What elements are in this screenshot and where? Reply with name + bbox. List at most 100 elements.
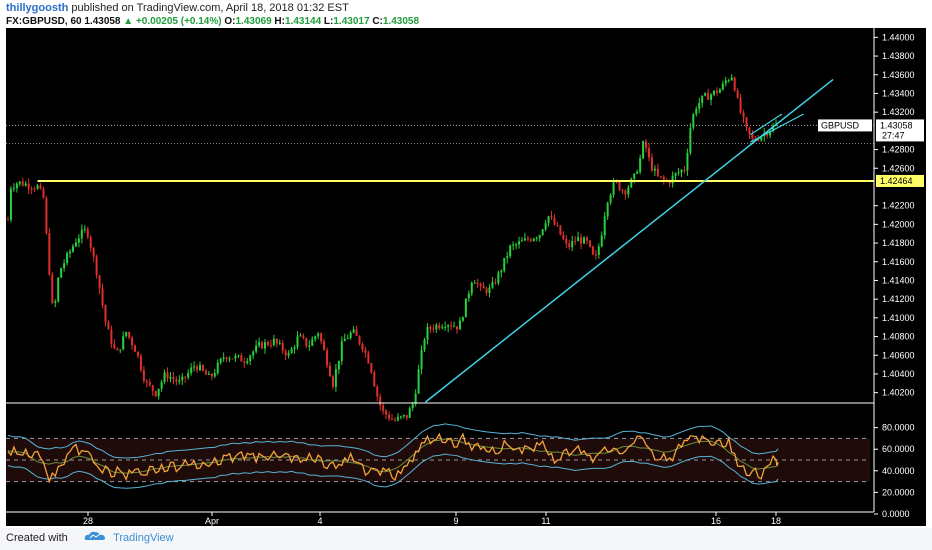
candle-body [139,356,142,371]
price-tick-label: 1.41400 [882,275,915,285]
candle-body [526,238,529,240]
candle [196,364,199,373]
candle [609,193,612,206]
price-tick-label: 1.42200 [882,201,915,211]
candles [7,74,778,422]
candle-body [142,370,145,381]
candle-body [376,386,379,397]
candle-body [261,342,264,349]
candle-body [66,253,69,264]
high-label: H: [274,16,285,27]
candle [583,236,586,244]
candle-body [633,173,636,179]
candle-body [42,188,45,198]
candle [157,388,160,400]
candle [739,93,742,114]
candle [323,338,326,351]
candle [594,250,597,260]
candle-body [231,358,234,360]
candle-body [15,183,18,189]
candle-body [219,358,222,363]
candle [580,233,583,250]
author-name[interactable]: thillygoosth [6,2,69,14]
candle [83,225,86,233]
high-value: 1.43144 [284,16,322,27]
price-tick-label: 1.43600 [882,70,915,80]
symbol-info: FX:GBPUSD, 60 1.43058 [6,16,121,27]
footer: Created with TradingView [0,528,932,550]
candle-body [216,362,219,374]
change-value: ▲ +0.00205 (+0.14%) [123,16,222,27]
candle-body [361,343,364,350]
candle-body [556,224,559,226]
low-value: 1.43017 [333,16,370,27]
candle-body [447,325,450,328]
candle [494,278,497,285]
candle-body [258,342,261,346]
candle-body [337,360,340,370]
candle [331,374,334,390]
candle-body [712,90,715,95]
candle [515,242,518,250]
candle [278,339,281,346]
candle [71,243,74,253]
tradingview-logo[interactable]: TradingView [84,531,174,544]
candle [352,326,355,334]
candle [636,169,639,175]
candle-body [597,246,600,255]
candle-body [707,93,710,100]
candle-body [71,246,74,252]
candle-body [715,90,718,93]
candle-body [559,225,562,235]
candle [435,322,438,333]
candle [293,344,296,354]
candle-body [503,257,506,271]
candle [724,76,727,87]
candle-body [724,80,727,84]
candle [107,320,110,330]
candle-body [594,254,597,256]
candle [222,352,225,362]
candle-body [160,381,163,389]
candle [207,370,210,375]
candle-body [677,172,680,174]
candle-body [166,372,169,379]
candle [408,406,411,419]
candle [216,359,219,376]
candle [485,286,488,296]
candle [175,376,178,386]
price-tick-label: 1.41800 [882,238,915,248]
candle [402,414,405,419]
candle [585,236,588,245]
candle [337,360,340,374]
rsi-tick-label: 40.0000 [882,466,915,476]
candle [128,331,131,340]
candle-body [656,168,659,177]
candle [745,116,748,132]
candle-body [577,237,580,242]
candle-body [69,251,72,254]
candle [535,236,538,242]
candle-body [698,103,701,110]
candle [299,332,302,337]
candle [677,167,680,176]
candle-body [201,365,204,371]
timer-tag [876,130,924,142]
created-with-label: Created with [6,532,68,544]
candle-body [18,181,21,184]
candle [113,339,116,350]
candle [346,334,349,340]
candle-body [600,235,603,247]
candle [639,154,642,175]
candle-body [417,369,420,394]
candle [33,186,36,192]
candle-body [574,240,577,242]
candle-body [314,336,317,340]
candle-body [187,372,190,378]
candle [529,237,532,243]
open-value: 1.43069 [235,16,272,27]
candle-body [246,361,249,364]
candle [308,340,311,351]
candle-body [686,152,689,171]
price-chart[interactable]: 1.44000 1.43800 1.43600 1.43400 1.43200 1.428… [6,28,926,526]
